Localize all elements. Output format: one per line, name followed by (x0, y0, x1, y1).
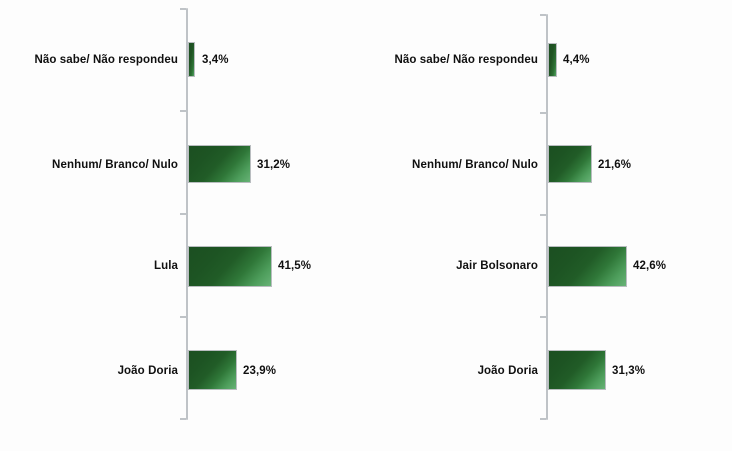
right-chart-axis-line (546, 14, 548, 420)
right-chart-axis-tick-3 (540, 316, 546, 318)
left-chart-bar (188, 145, 251, 183)
left-chart-axis-tick-2 (180, 213, 186, 215)
right-chart-bar (548, 350, 606, 390)
right-chart-category-label: Jair Bolsonaro (456, 260, 538, 272)
right-chart-panel: Não sabe/ Não respondeu 4,4% Nenhum/ Bra… (366, 0, 732, 451)
right-chart-category-label: João Doria (477, 365, 538, 377)
right-chart-axis-top-cap (540, 14, 546, 16)
left-chart-category-label: Lula (153, 260, 178, 272)
right-chart-value-label: 4,4% (563, 54, 590, 66)
left-chart-axis-tick-3 (180, 316, 186, 318)
right-chart-bar (548, 246, 627, 287)
left-chart-axis-bottom-cap (180, 418, 186, 420)
right-chart-category-label: Nenhum/ Branco/ Nulo (412, 159, 538, 171)
left-chart-category-label: Nenhum/ Branco/ Nulo (52, 159, 178, 171)
left-chart-axis-top-cap (180, 8, 186, 10)
left-chart-axis-tick-1 (180, 110, 186, 112)
right-chart-axis-bottom-cap (540, 418, 546, 420)
right-chart-axis-tick-1 (540, 112, 546, 114)
right-chart-bar (548, 43, 557, 77)
left-chart-bar (188, 246, 272, 287)
left-chart-value-label: 41,5% (278, 260, 312, 272)
left-chart-axis-line (186, 8, 188, 420)
right-chart-value-label: 21,6% (598, 159, 632, 171)
left-chart-category-label: Não sabe/ Não respondeu (34, 54, 178, 66)
left-chart-panel: Não sabe/ Não respondeu 3,4% Nenhum/ Bra… (34, 8, 312, 420)
left-chart-value-label: 3,4% (202, 54, 229, 66)
right-chart-value-label: 31,3% (612, 365, 646, 377)
right-chart-axis-tick-2 (540, 214, 546, 216)
right-chart-value-label: 42,6% (633, 260, 667, 272)
left-chart-bar (188, 42, 195, 77)
left-chart-value-label: 23,9% (243, 365, 277, 377)
right-chart-category-label: Não sabe/ Não respondeu (394, 54, 538, 66)
left-chart-value-label: 31,2% (257, 159, 291, 171)
left-chart-category-label: João Doria (117, 365, 178, 377)
left-chart-bar (188, 350, 237, 390)
right-chart-bar (548, 145, 592, 183)
